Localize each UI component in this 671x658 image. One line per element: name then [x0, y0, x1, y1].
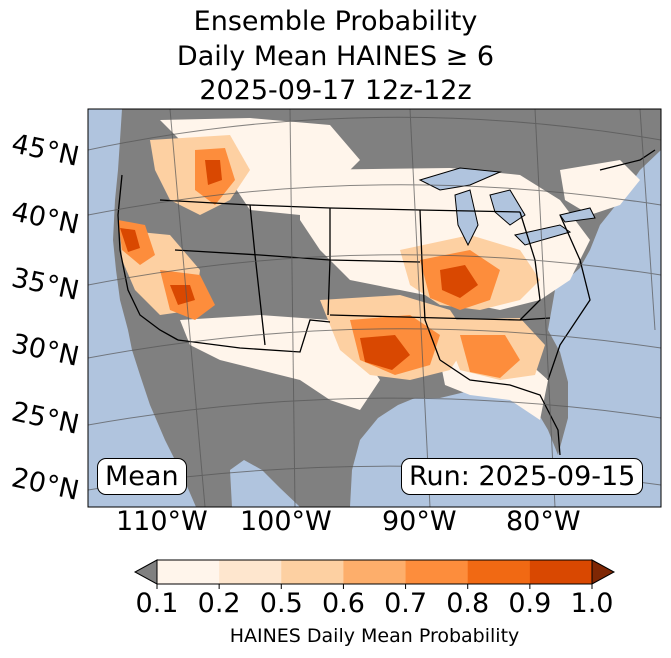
baja-peninsula	[128, 330, 210, 507]
colorbar-segment	[157, 560, 220, 584]
colorbar-tick-label: 0.5	[259, 588, 303, 619]
lon-label-110: 110°W	[116, 506, 208, 537]
colorbar-segment	[467, 560, 531, 584]
colorbar-over-extend	[591, 559, 616, 585]
colorbar-tick-label: 1.0	[570, 588, 614, 619]
stat-label-box: Mean	[97, 458, 187, 495]
run-label-box: Run: 2025-09-15	[401, 458, 644, 495]
colorbar-tick-label: 0.1	[135, 588, 179, 619]
map-frame	[87, 108, 662, 508]
colorbar-frame	[156, 559, 593, 585]
colorbar-tick-label: 0.6	[321, 588, 365, 619]
state-borders	[117, 149, 656, 456]
colorbar-tick-label: 0.7	[384, 588, 428, 619]
colorbar-segment	[529, 560, 593, 584]
lon-label-90: 90°W	[382, 506, 457, 537]
colorbar-tick-label: 0.9	[508, 588, 552, 619]
colorbar-label: HAINES Daily Mean Probability	[229, 625, 520, 647]
title-line-1: Ensemble Probability	[193, 6, 478, 37]
lon-label-80: 80°W	[506, 506, 581, 537]
title-line-3: 2025-09-17 12z-12z	[199, 75, 472, 106]
map-panel	[88, 109, 661, 507]
colorbar-under-extend	[133, 559, 158, 585]
colorbar-segment	[281, 560, 344, 584]
colorbar-tick-label: 0.2	[197, 588, 241, 619]
graticule	[88, 109, 661, 507]
colorbar-segment	[343, 560, 407, 584]
colorbar-segment	[219, 560, 282, 584]
colorbar	[133, 559, 616, 589]
great-lakes	[418, 167, 596, 247]
colorbar-segment	[405, 560, 469, 584]
colorbar-tick-label: 0.8	[446, 588, 490, 619]
lon-label-100: 100°W	[240, 506, 332, 537]
prob-max-regions	[120, 160, 478, 370]
title-line-2: Daily Mean HAINES ≥ 6	[176, 41, 495, 72]
